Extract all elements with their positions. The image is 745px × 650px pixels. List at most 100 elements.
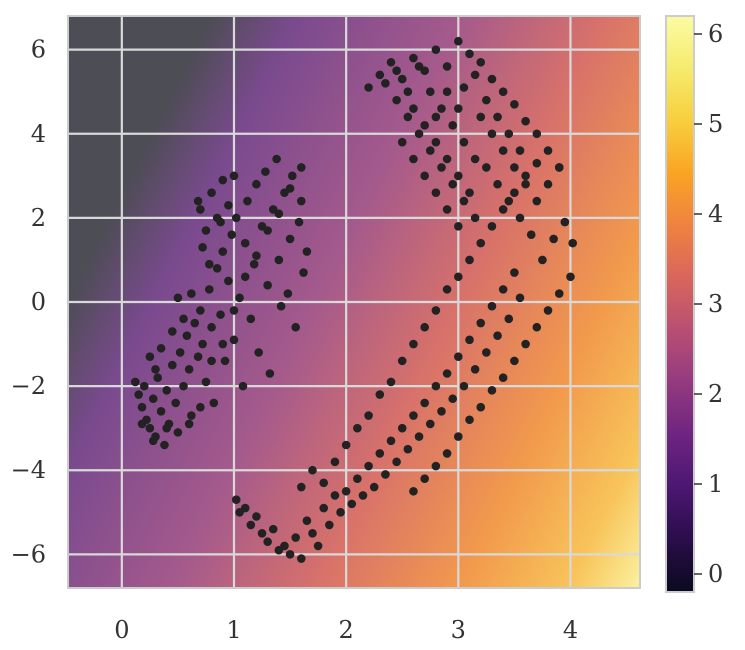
y-axis: 6 4 2 0 −2 −4 −6 <box>11 36 46 569</box>
scatter-point <box>510 268 519 277</box>
scatter-point <box>218 339 228 349</box>
scatter-point <box>409 486 418 496</box>
scatter-point <box>504 129 514 139</box>
scatter-point <box>487 74 497 84</box>
scatter-point <box>240 272 250 282</box>
scatter-point <box>207 356 216 366</box>
scatter-point <box>465 49 474 59</box>
scatter-point <box>420 398 429 408</box>
scatter-point <box>218 247 228 256</box>
scatter-point <box>375 390 385 399</box>
scatter-point <box>162 386 171 395</box>
scatter-point <box>414 129 424 139</box>
scatter-point <box>291 322 300 332</box>
scatter-point <box>319 503 329 513</box>
scatter-point <box>137 402 147 412</box>
scatter-point <box>403 87 413 97</box>
scatter-points <box>130 36 578 563</box>
scatter-point <box>280 541 289 551</box>
scatter-point <box>392 457 401 467</box>
scatter-point <box>265 369 275 378</box>
scatter-point <box>431 381 441 391</box>
scatter-point <box>532 158 542 168</box>
scatter-point <box>431 112 441 122</box>
scatter-point <box>459 137 469 147</box>
scatter-point <box>386 377 396 387</box>
scatter-point <box>476 238 486 248</box>
scatter-point <box>246 520 256 530</box>
scatter-point <box>454 221 463 231</box>
scatter-point <box>470 213 480 223</box>
scatter-point <box>227 230 237 240</box>
scatter-point <box>510 188 519 197</box>
scatter-point <box>381 78 390 88</box>
scatter-point <box>431 188 441 197</box>
scatter-point <box>554 163 564 172</box>
scatter-point <box>364 461 373 471</box>
colorbar-tick-label: 4 <box>708 200 723 228</box>
scatter-point <box>532 129 542 139</box>
scatter-point <box>299 268 308 277</box>
scatter-point <box>515 146 525 155</box>
x-axis: 0 1 2 3 4 <box>114 616 578 644</box>
scatter-point <box>521 116 530 126</box>
scatter-point <box>302 516 312 526</box>
scatter-point <box>148 436 158 446</box>
scatter-point <box>240 238 250 248</box>
scatter-point <box>482 95 491 105</box>
scatter-point <box>414 432 424 441</box>
scatter-point <box>487 129 497 139</box>
scatter-point <box>543 146 553 155</box>
scatter-point <box>442 87 452 97</box>
scatter-point <box>193 196 203 206</box>
scatter-point <box>336 507 345 517</box>
scatter-point <box>414 62 424 71</box>
scatter-point <box>137 419 147 429</box>
scatter-point <box>532 196 542 206</box>
scatter-point <box>465 335 474 345</box>
scatter-point <box>568 238 578 248</box>
scatter-point <box>409 339 418 349</box>
scatter-point <box>554 289 564 298</box>
scatter-point <box>454 36 463 46</box>
scatter-point <box>454 352 463 361</box>
scatter-point <box>476 112 486 122</box>
grid-lines <box>68 16 640 588</box>
scatter-point <box>487 221 497 231</box>
colorbar-tick-label: 3 <box>708 290 723 318</box>
x-tick-label: 4 <box>563 616 578 644</box>
scatter-point <box>498 285 508 294</box>
colorbar-tick-label: 6 <box>708 20 723 48</box>
scatter-point <box>515 213 525 223</box>
scatter-point <box>207 322 216 332</box>
scatter-point <box>493 179 502 189</box>
scatter-point <box>229 335 239 345</box>
scatter-point <box>196 205 205 214</box>
scatter-point <box>431 137 441 147</box>
scatter-point <box>454 171 463 181</box>
scatter-point <box>504 314 514 324</box>
scatter-point <box>261 167 270 176</box>
scatter-point <box>243 196 252 206</box>
colorbar-tick-label: 5 <box>708 110 723 138</box>
scatter-point <box>347 499 357 509</box>
scatter-point <box>403 444 413 454</box>
scatter-point <box>156 343 166 353</box>
scatter-point <box>313 541 323 551</box>
scatter-point <box>341 486 351 496</box>
scatter-point <box>201 226 211 235</box>
scatter-point <box>465 188 474 197</box>
scatter-point <box>182 331 192 340</box>
scatter-point <box>130 377 140 387</box>
scatter-point <box>437 163 446 172</box>
scatter-point <box>493 331 502 340</box>
scatter-point <box>353 423 362 433</box>
scatter-point <box>392 95 401 105</box>
scatter-point <box>538 255 547 265</box>
x-tick-label: 0 <box>114 616 129 644</box>
scatter-point <box>198 339 207 349</box>
scatter-point <box>240 503 250 513</box>
scatter-point <box>294 217 304 227</box>
scatter-point <box>521 171 530 181</box>
scatter-point <box>543 306 553 315</box>
